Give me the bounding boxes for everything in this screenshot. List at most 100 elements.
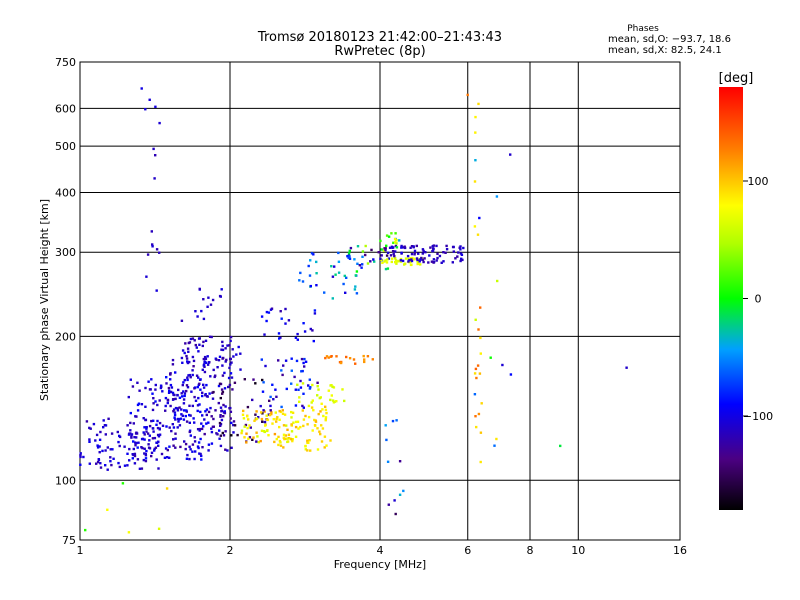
data-point <box>127 531 131 534</box>
data-point <box>419 258 422 261</box>
data-point <box>248 436 252 439</box>
data-point <box>347 252 351 255</box>
data-point <box>144 418 148 422</box>
data-point <box>180 413 183 416</box>
data-point <box>429 246 432 249</box>
data-point <box>187 341 190 345</box>
data-point <box>302 406 305 409</box>
data-point <box>325 444 328 447</box>
data-point <box>109 460 112 463</box>
data-point <box>276 416 279 419</box>
data-point <box>294 425 298 429</box>
data-point <box>329 439 332 442</box>
data-point <box>203 360 207 363</box>
data-point <box>400 251 403 254</box>
data-point <box>214 374 217 377</box>
data-point <box>106 508 109 511</box>
data-point <box>285 387 288 391</box>
data-point <box>279 310 282 313</box>
data-point <box>201 391 204 394</box>
data-point <box>290 369 293 372</box>
data-point <box>260 315 264 318</box>
data-point <box>168 426 171 429</box>
data-point <box>302 322 305 325</box>
data-point <box>259 439 262 443</box>
data-point <box>196 315 199 318</box>
colorbar <box>719 87 743 510</box>
data-point <box>293 375 296 379</box>
data-point <box>136 403 140 407</box>
data-point <box>257 416 260 419</box>
data-point <box>143 452 146 455</box>
data-point <box>390 260 393 264</box>
data-point <box>428 254 431 257</box>
data-point <box>273 440 276 444</box>
data-point <box>198 382 201 385</box>
data-point <box>191 355 195 359</box>
data-point <box>416 260 419 263</box>
data-point <box>221 348 225 352</box>
data-point <box>284 434 288 437</box>
data-point <box>475 425 478 429</box>
data-point <box>324 416 328 419</box>
data-point <box>185 357 189 360</box>
data-point <box>172 408 176 411</box>
data-point <box>493 444 496 447</box>
data-point <box>209 406 212 410</box>
data-point <box>137 441 140 444</box>
data-point <box>436 256 439 260</box>
data-point <box>219 414 222 417</box>
colorbar-label: [deg] <box>719 71 754 86</box>
data-point <box>104 449 107 452</box>
data-point <box>198 287 201 291</box>
data-point <box>316 448 320 451</box>
data-point <box>385 438 388 442</box>
data-point <box>198 427 202 431</box>
data-point <box>210 442 214 445</box>
data-point <box>249 426 252 429</box>
data-point <box>282 446 285 449</box>
data-point <box>194 450 197 453</box>
data-point <box>169 378 172 381</box>
stats-heading: Phases <box>627 24 659 34</box>
data-point <box>304 360 308 363</box>
data-point <box>79 454 82 457</box>
data-point <box>236 433 239 437</box>
data-point <box>280 369 283 372</box>
data-point <box>255 417 259 420</box>
data-point <box>277 332 281 335</box>
data-point <box>177 420 180 423</box>
y-tick-label: 750 <box>55 56 76 69</box>
data-point <box>278 439 282 443</box>
data-point <box>217 359 221 362</box>
data-point <box>307 404 311 408</box>
data-point <box>208 392 211 395</box>
data-point <box>327 356 330 359</box>
data-point <box>166 401 169 405</box>
data-point <box>274 411 277 414</box>
data-point <box>315 260 318 264</box>
data-point <box>183 394 186 398</box>
data-point <box>265 319 268 323</box>
data-point <box>315 284 318 287</box>
data-point <box>279 444 283 447</box>
data-point <box>104 424 108 427</box>
data-point <box>389 254 393 257</box>
data-point <box>177 388 180 392</box>
data-point <box>267 311 271 314</box>
y-tick-label: 300 <box>55 246 76 259</box>
data-point <box>356 245 360 248</box>
data-point <box>284 307 287 311</box>
grid-lines <box>79 62 681 540</box>
data-point <box>142 417 145 420</box>
data-point <box>438 254 442 258</box>
data-point <box>164 404 167 408</box>
data-point <box>132 453 135 457</box>
data-point <box>118 444 121 448</box>
data-point <box>316 385 319 388</box>
data-point <box>210 427 213 430</box>
data-point <box>255 410 258 413</box>
data-point <box>79 455 82 459</box>
data-point <box>384 424 387 427</box>
data-point <box>188 457 191 461</box>
